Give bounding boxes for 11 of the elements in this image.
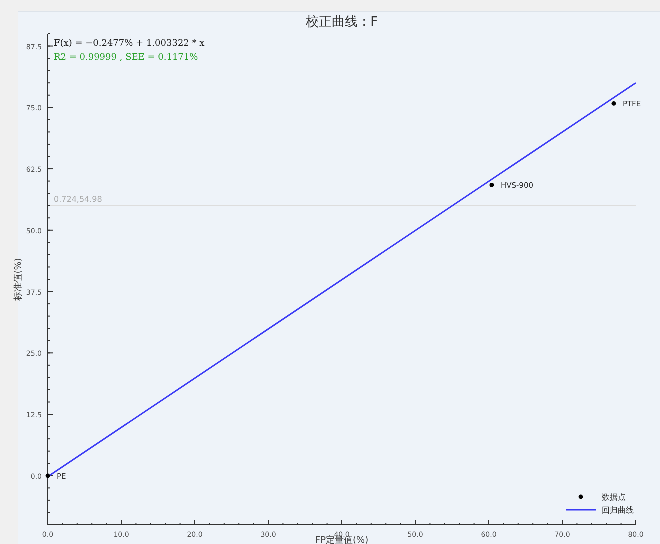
y-axis-title: 标准值(%) xyxy=(13,258,24,302)
annotation: F(x) = −0.2477% + 1.003322 * x xyxy=(54,39,205,49)
ref-line-label: 0.724,54.98 xyxy=(54,194,102,204)
x-axis-title: FP定量值(%) xyxy=(315,535,369,544)
point xyxy=(612,102,616,106)
point xyxy=(490,183,494,188)
annotation: R2 = 0.99999 , SEE = 0.1171% xyxy=(54,53,199,63)
chart-title: 校正曲线 : F xyxy=(304,15,378,30)
ref-line: 0.724,54.98 xyxy=(48,194,636,206)
legend-label: 回归曲线 xyxy=(602,506,634,515)
legend-label: 数据点 xyxy=(602,493,626,502)
